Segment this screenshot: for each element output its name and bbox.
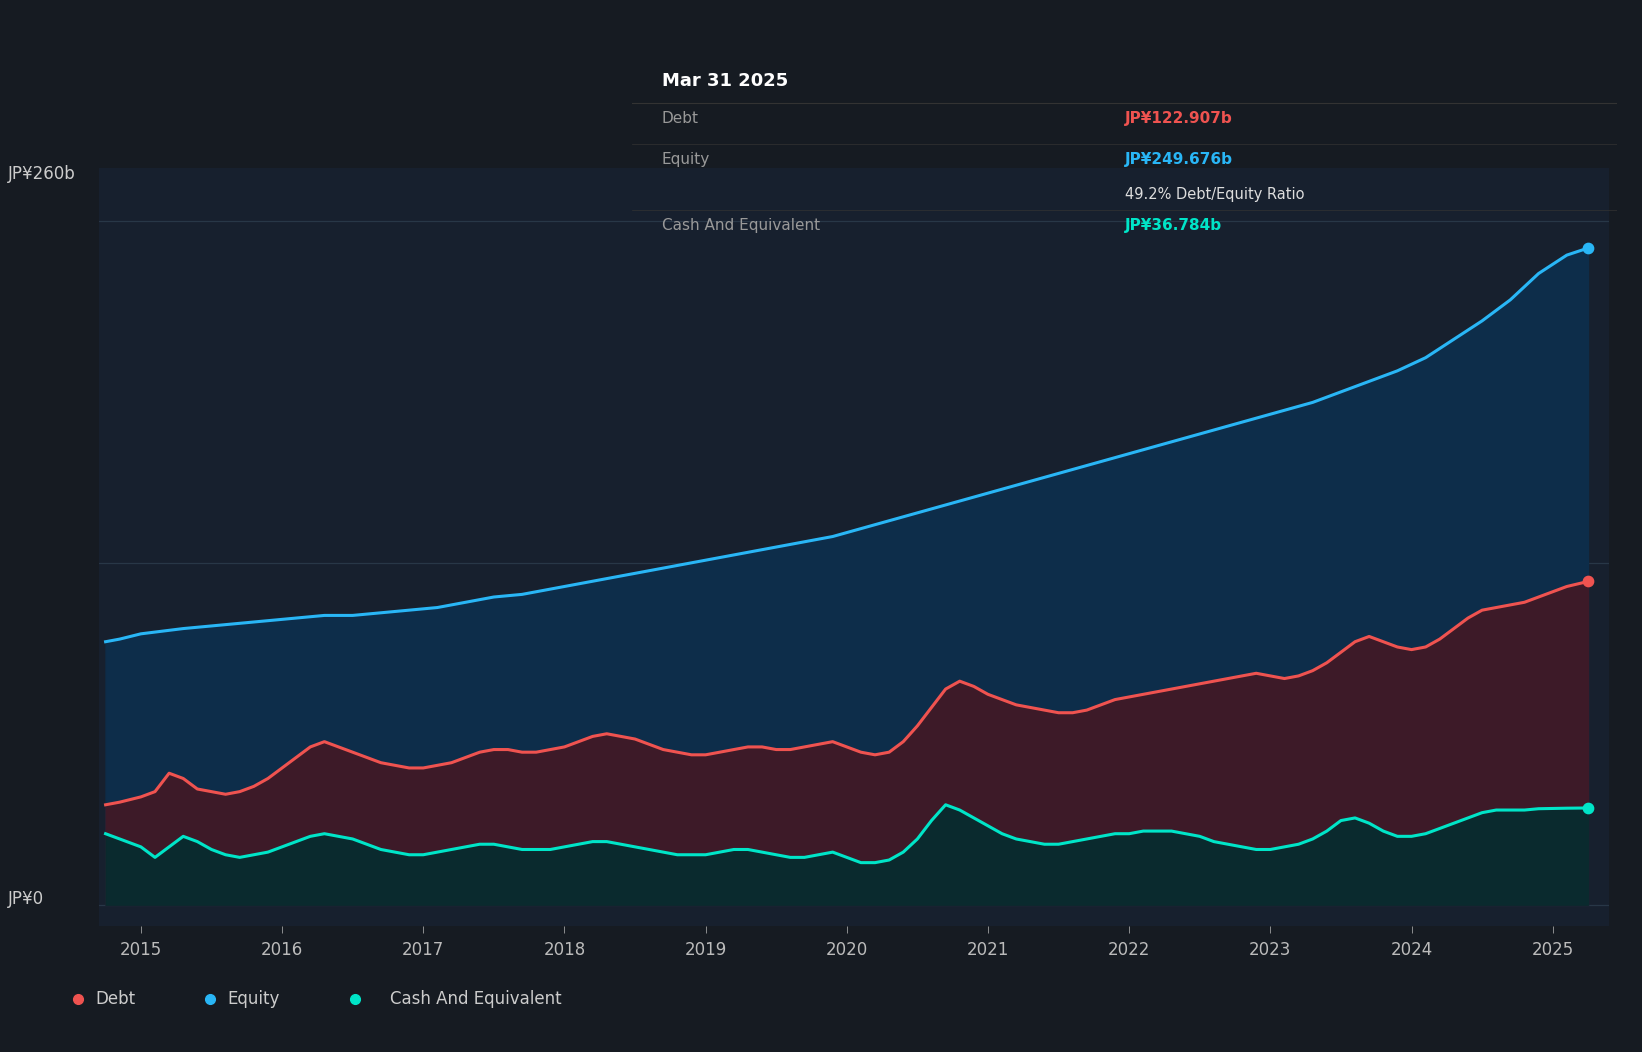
Text: Debt: Debt (95, 990, 136, 1008)
Text: Cash And Equivalent: Cash And Equivalent (662, 218, 819, 232)
Point (1575, 573, 1601, 590)
Text: JP¥122.907b: JP¥122.907b (1125, 112, 1233, 126)
Text: JP¥249.676b: JP¥249.676b (1125, 153, 1233, 167)
Text: Mar 31 2025: Mar 31 2025 (662, 73, 788, 90)
Text: Debt: Debt (662, 112, 699, 126)
Text: JP¥0: JP¥0 (8, 890, 44, 909)
Text: Equity: Equity (662, 153, 709, 167)
Text: Equity: Equity (227, 990, 279, 1008)
Point (1575, 240, 1601, 257)
Point (1575, 800, 1601, 816)
Text: JP¥36.784b: JP¥36.784b (1125, 218, 1222, 232)
Text: 49.2% Debt/Equity Ratio: 49.2% Debt/Equity Ratio (1125, 187, 1304, 202)
Text: Cash And Equivalent: Cash And Equivalent (391, 990, 562, 1008)
Text: JP¥260b: JP¥260b (8, 164, 76, 183)
